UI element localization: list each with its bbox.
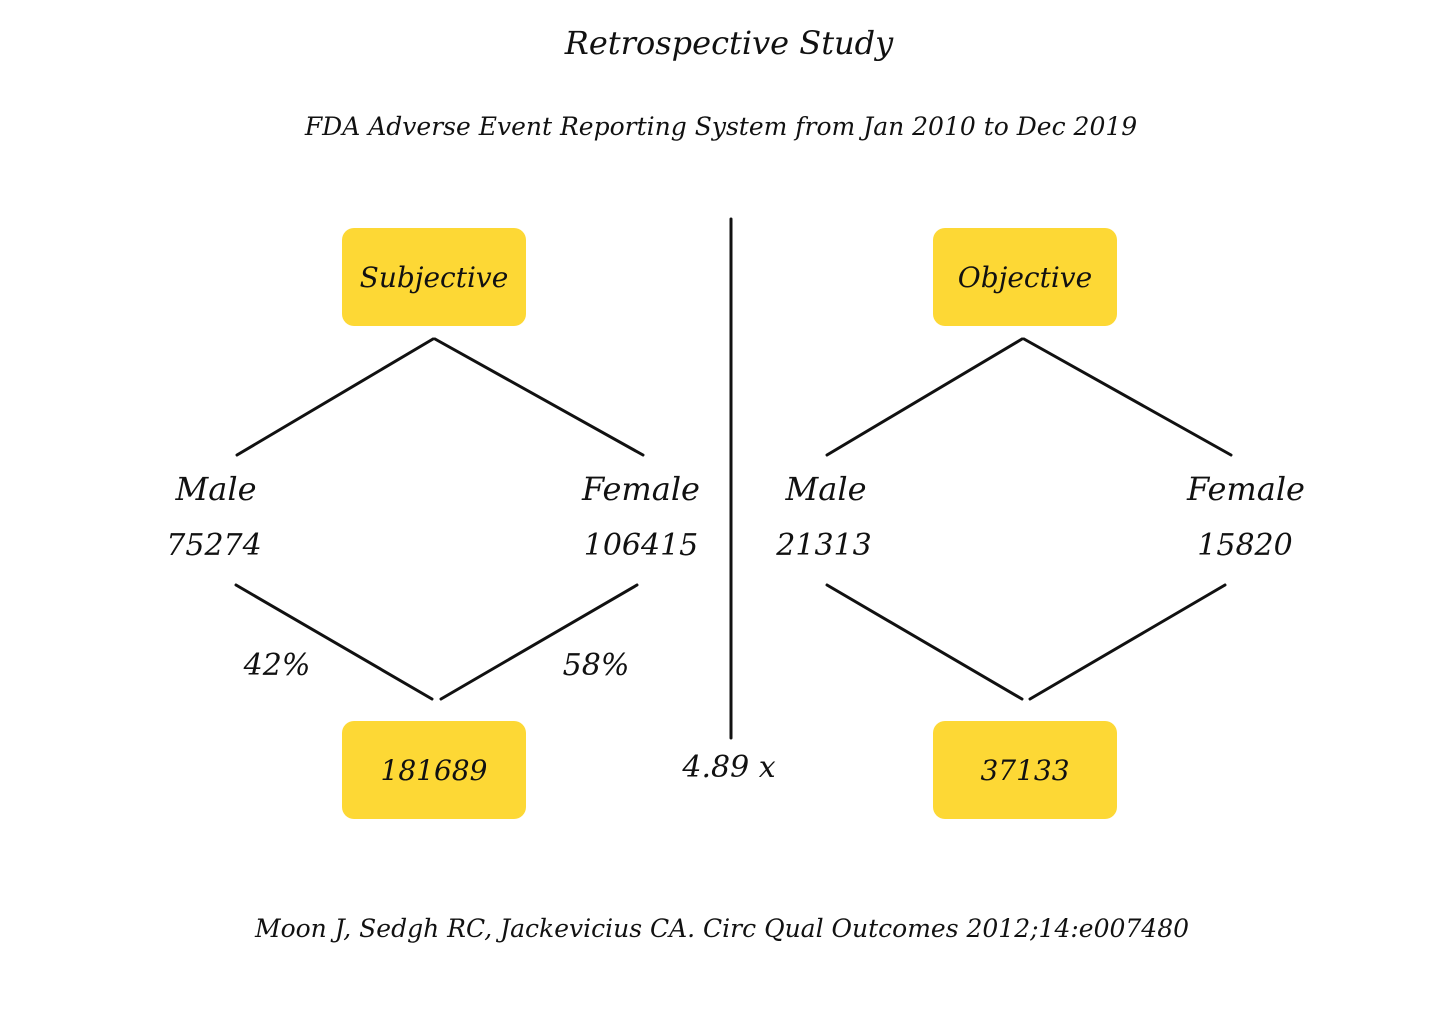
subjective-male-percent: 42% [243,648,311,683]
subjective-male-label: Male [175,470,257,508]
page-title: Retrospective Study [564,24,894,62]
page-subtitle: FDA Adverse Event Reporting System from … [304,112,1138,141]
objective-total-value: 37133 [980,753,1070,787]
objective-male-label: Male [785,470,867,508]
subjective-female-to-total-line [439,583,639,701]
objective-header-box: Objective [933,228,1117,326]
subjective-total-box: 181689 [342,721,526,819]
objective-to-female-line [1022,337,1233,457]
objective-female-label: Female [1187,470,1305,508]
subjective-female-count: 106415 [583,528,699,563]
objective-male-count: 21313 [776,528,872,563]
subjective-to-male-line [235,337,435,457]
objective-to-male-line [825,337,1024,457]
objective-total-box: 37133 [933,721,1117,819]
subjective-male-to-total-line [234,583,434,701]
subjective-to-female-line [433,337,645,457]
subjective-header-label: Subjective [359,260,509,294]
subjective-male-count: 75274 [166,528,262,563]
objective-female-count: 15820 [1197,528,1293,563]
ratio-label: 4.89 x [682,750,776,785]
objective-header-label: Objective [957,260,1093,294]
subjective-total-value: 181689 [380,753,488,787]
objective-female-to-total-line [1028,583,1227,701]
objective-male-to-total-line [825,583,1024,701]
subjective-female-label: Female [582,470,700,508]
subjective-female-percent: 58% [562,648,630,683]
subjective-header-box: Subjective [342,228,526,326]
citation-text: Moon J, Sedgh RC, Jackevicius CA. Circ Q… [254,914,1190,943]
